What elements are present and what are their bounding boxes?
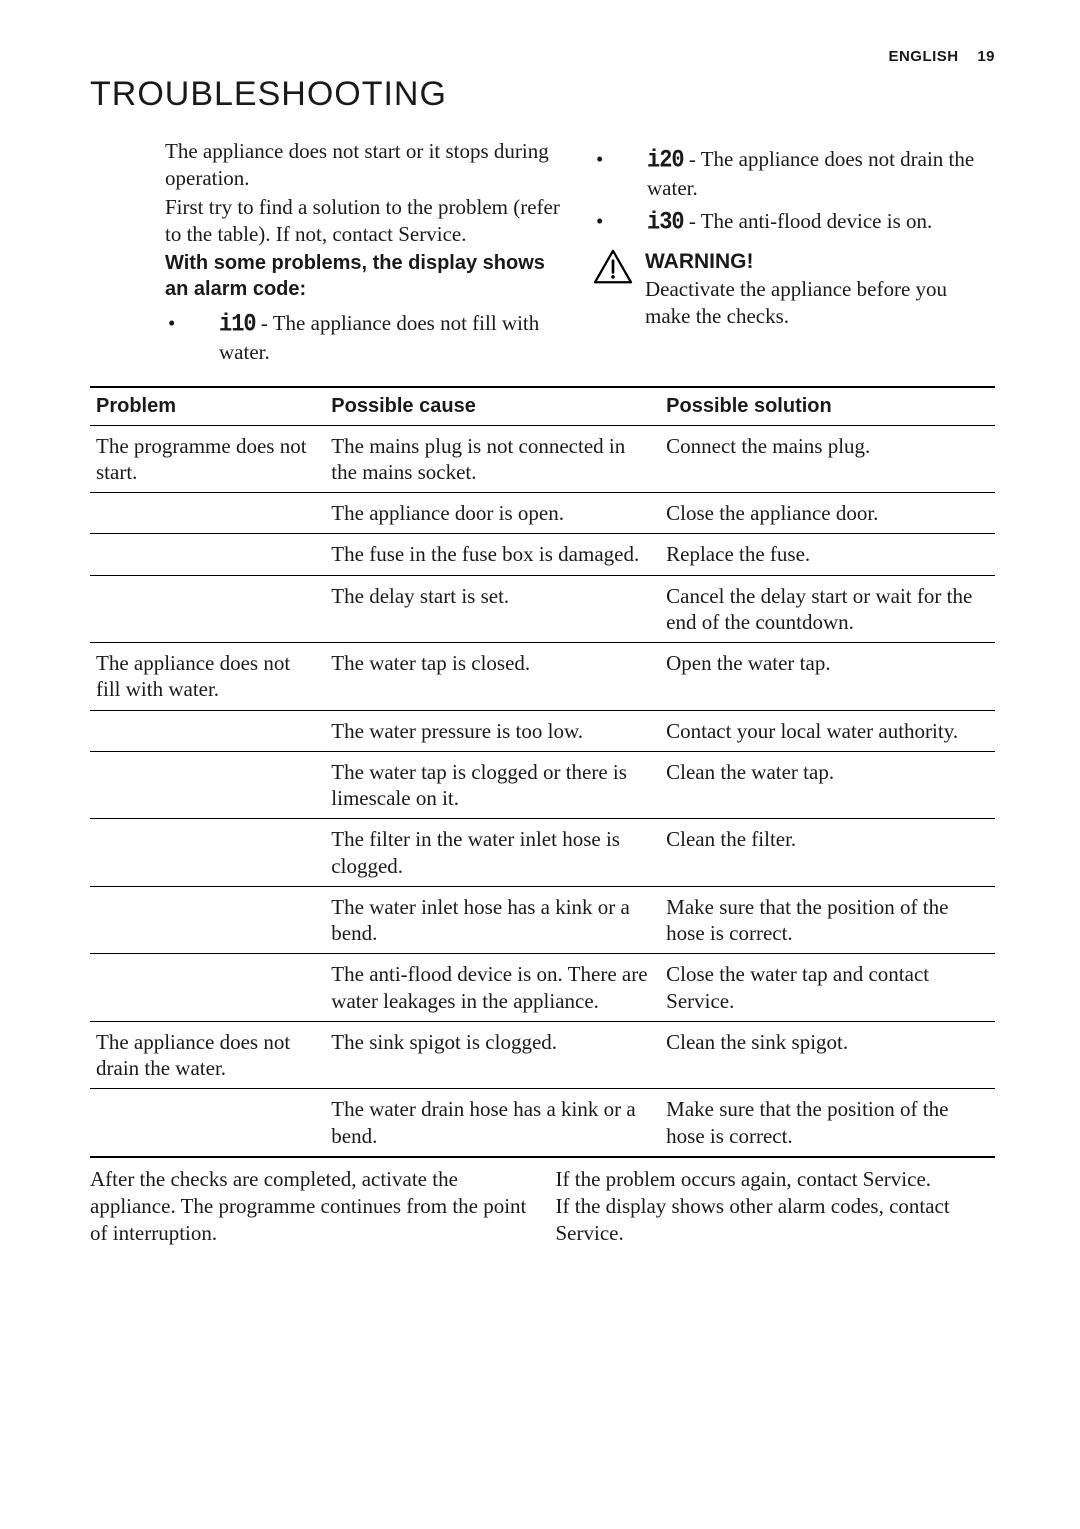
alarm-code-icon: i10 [219, 308, 256, 340]
table-row: The water tap is clogged or there is lim… [90, 751, 995, 819]
table-cell [90, 534, 325, 575]
table-cell: The water drain hose has a kink or a ben… [325, 1089, 660, 1157]
table-cell [90, 954, 325, 1022]
table-row: The water drain hose has a kink or a ben… [90, 1089, 995, 1157]
table-cell: Cancel the delay start or wait for the e… [660, 575, 995, 643]
table-row: The fuse in the fuse box is damaged.Repl… [90, 534, 995, 575]
table-cell: The appliance does not fill with water. [90, 643, 325, 711]
table-cell: Connect the mains plug. [660, 425, 995, 493]
table-cell: Replace the fuse. [660, 534, 995, 575]
th-cause: Possible cause [325, 387, 660, 426]
code-text: - The appliance does not drain the water… [647, 147, 974, 200]
table-row: The appliance door is open.Close the app… [90, 493, 995, 534]
table-cell: Close the appliance door. [660, 493, 995, 534]
intro-columns: The appliance does not start or it stops… [90, 138, 995, 372]
troubleshooting-table: Problem Possible cause Possible solution… [90, 386, 995, 1158]
intro-right: i20 - The appliance does not drain the w… [593, 138, 995, 372]
table-row: The filter in the water inlet hose is cl… [90, 819, 995, 887]
table-cell [90, 575, 325, 643]
table-body: The programme does not start.The mains p… [90, 425, 995, 1157]
table-header-row: Problem Possible cause Possible solution [90, 387, 995, 426]
intro-left-bold: With some problems, the display shows an… [165, 250, 567, 302]
table-cell: Make sure that the position of the hose … [660, 886, 995, 954]
table-cell: Clean the water tap. [660, 751, 995, 819]
warning-icon [593, 249, 633, 292]
codes-right: i20 - The appliance does not drain the w… [593, 146, 995, 237]
table-row: The programme does not start.The mains p… [90, 425, 995, 493]
table-cell: The programme does not start. [90, 425, 325, 493]
table-cell [90, 710, 325, 751]
table-cell [90, 493, 325, 534]
table-cell: The appliance does not drain the water. [90, 1021, 325, 1089]
header-page-num: 19 [977, 48, 995, 65]
table-cell: The filter in the water inlet hose is cl… [325, 819, 660, 887]
table-cell: The mains plug is not connected in the m… [325, 425, 660, 493]
table-row: The appliance does not drain the water.T… [90, 1021, 995, 1089]
table-row: The delay start is set.Cancel the delay … [90, 575, 995, 643]
code-text: - The appliance does not fill with water… [219, 311, 539, 364]
footer-left: After the checks are completed, activate… [90, 1166, 530, 1247]
table-cell [90, 1089, 325, 1157]
table-cell [90, 751, 325, 819]
alarm-code-icon: i30 [647, 207, 684, 239]
page-container: ENGLISH 19 TROUBLESHOOTING The appliance… [0, 0, 1080, 1306]
table-cell: Clean the sink spigot. [660, 1021, 995, 1089]
footer-right-p2: If the display shows other alarm codes, … [556, 1193, 996, 1247]
intro-left-p2: First try to find a solution to the prob… [165, 194, 567, 248]
code-text: - The anti-flood device is on. [684, 209, 933, 233]
code-item: i10 - The appliance does not fill with w… [165, 310, 567, 366]
page-title: TROUBLESHOOTING [90, 75, 995, 114]
table-cell: The delay start is set. [325, 575, 660, 643]
table-cell: The sink spigot is clogged. [325, 1021, 660, 1089]
header-lang: ENGLISH [888, 48, 958, 65]
table-cell: The appliance door is open. [325, 493, 660, 534]
table-cell [90, 886, 325, 954]
table-cell: The water pressure is too low. [325, 710, 660, 751]
alarm-code-icon: i20 [647, 145, 684, 177]
table-cell [90, 819, 325, 887]
table-cell: Make sure that the position of the hose … [660, 1089, 995, 1157]
footer-right-p1: If the problem occurs again, contact Ser… [556, 1166, 996, 1193]
table-cell: The water inlet hose has a kink or a ben… [325, 886, 660, 954]
th-problem: Problem [90, 387, 325, 426]
table-row: The appliance does not fill with water.T… [90, 643, 995, 711]
table-cell: The anti-flood device is on. There are w… [325, 954, 660, 1022]
footer-columns: After the checks are completed, activate… [90, 1166, 995, 1247]
warning-text-block: WARNING! Deactivate the appliance before… [645, 249, 995, 330]
page-header: ENGLISH 19 [90, 48, 995, 65]
table-cell: Clean the filter. [660, 819, 995, 887]
intro-left: The appliance does not start or it stops… [165, 138, 567, 372]
code-item: i30 - The anti-flood device is on. [593, 208, 995, 237]
code-item: i20 - The appliance does not drain the w… [593, 146, 995, 202]
table-cell: Contact your local water authority. [660, 710, 995, 751]
table-row: The water inlet hose has a kink or a ben… [90, 886, 995, 954]
th-solution: Possible solution [660, 387, 995, 426]
warning-block: WARNING! Deactivate the appliance before… [593, 249, 995, 330]
table-row: The water pressure is too low.Contact yo… [90, 710, 995, 751]
warning-body: Deactivate the appliance before you make… [645, 276, 995, 330]
table-row: The anti-flood device is on. There are w… [90, 954, 995, 1022]
table-cell: Close the water tap and contact Service. [660, 954, 995, 1022]
table-cell: Open the water tap. [660, 643, 995, 711]
table-cell: The fuse in the fuse box is damaged. [325, 534, 660, 575]
intro-left-p1: The appliance does not start or it stops… [165, 138, 567, 192]
warning-title: WARNING! [645, 249, 995, 276]
codes-left: i10 - The appliance does not fill with w… [165, 310, 567, 366]
footer-right: If the problem occurs again, contact Ser… [556, 1166, 996, 1247]
table-cell: The water tap is clogged or there is lim… [325, 751, 660, 819]
table-cell: The water tap is closed. [325, 643, 660, 711]
